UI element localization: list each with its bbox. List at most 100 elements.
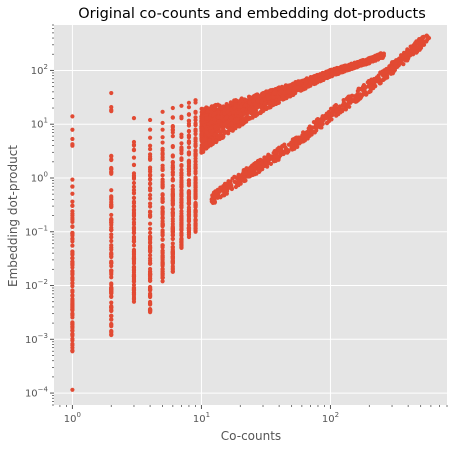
- data-point: [292, 146, 297, 151]
- data-point: [160, 193, 165, 198]
- data-point: [70, 252, 75, 257]
- data-point: [170, 178, 175, 183]
- data-point: [170, 198, 175, 203]
- data-point: [186, 194, 192, 199]
- data-point: [160, 140, 165, 145]
- data-point: [414, 50, 419, 55]
- data-point: [345, 64, 350, 70]
- data-point: [217, 136, 222, 142]
- data-point: [227, 185, 232, 190]
- data-point: [160, 275, 165, 280]
- data-point: [238, 122, 243, 127]
- data-point: [109, 294, 114, 299]
- data-point: [170, 169, 175, 175]
- data-point: [255, 99, 260, 104]
- data-point: [246, 110, 252, 115]
- y-tick-label: 100: [31, 170, 48, 184]
- data-point: [147, 235, 153, 240]
- data-point: [179, 239, 184, 244]
- data-point: [179, 227, 184, 232]
- y-tick-label: 10−4: [25, 386, 49, 400]
- data-point: [229, 121, 235, 126]
- data-point: [160, 272, 165, 277]
- data-point: [215, 115, 221, 120]
- data-point: [70, 343, 75, 348]
- data-point: [131, 243, 137, 248]
- data-point: [345, 103, 350, 108]
- data-point: [210, 128, 215, 134]
- data-point: [193, 144, 198, 149]
- data-point: [262, 157, 267, 162]
- data-point: [70, 320, 75, 326]
- data-point: [160, 262, 165, 267]
- data-point: [70, 177, 75, 182]
- data-point: [170, 105, 175, 111]
- data-point: [70, 284, 75, 289]
- data-point: [109, 282, 114, 288]
- data-point: [273, 101, 279, 107]
- plot-area: [54, 25, 447, 405]
- data-point: [397, 56, 402, 61]
- x-tick-label: 101: [193, 411, 210, 425]
- data-point: [233, 126, 238, 131]
- data-point: [131, 162, 137, 167]
- data-point: [276, 157, 281, 162]
- data-point: [354, 97, 359, 103]
- data-point: [238, 104, 243, 110]
- data-point: [340, 107, 345, 112]
- data-point: [204, 127, 209, 132]
- data-point: [70, 349, 75, 354]
- data-point: [332, 72, 337, 77]
- data-point: [251, 170, 257, 175]
- data-point: [147, 127, 153, 132]
- data-point: [328, 106, 334, 111]
- data-point: [70, 231, 75, 236]
- data-point: [170, 236, 175, 241]
- data-point: [179, 132, 184, 137]
- data-point: [325, 72, 330, 77]
- data-point: [160, 222, 165, 227]
- data-point: [193, 229, 198, 234]
- data-point: [411, 42, 416, 48]
- data-point: [320, 71, 325, 77]
- data-point: [286, 94, 292, 99]
- data-point: [179, 116, 184, 121]
- data-point: [131, 255, 137, 261]
- data-point: [147, 243, 153, 249]
- data-point: [186, 151, 192, 156]
- data-point: [131, 282, 137, 287]
- data-point: [199, 131, 204, 136]
- data-point: [202, 137, 207, 142]
- data-point: [277, 97, 282, 102]
- data-point: [131, 171, 137, 176]
- data-point: [170, 159, 175, 165]
- data-point: [186, 200, 192, 206]
- data-point: [131, 239, 137, 244]
- data-point: [367, 89, 372, 95]
- data-point: [204, 113, 209, 118]
- data-point: [216, 119, 221, 124]
- data-point: [170, 260, 175, 265]
- data-point: [131, 143, 137, 148]
- data-point: [186, 210, 192, 215]
- data-point: [160, 148, 165, 153]
- data-point: [70, 305, 75, 310]
- data-point: [179, 236, 184, 241]
- data-point: [256, 168, 261, 173]
- data-point: [341, 100, 346, 105]
- data-point: [233, 98, 238, 103]
- data-point: [179, 211, 184, 216]
- data-point: [193, 196, 198, 201]
- data-point: [160, 199, 165, 205]
- data-point: [250, 115, 255, 120]
- data-point: [241, 111, 247, 117]
- data-point: [214, 190, 219, 195]
- data-point: [160, 157, 165, 162]
- chart-title: Original co-counts and embedding dot-pro…: [78, 6, 426, 22]
- data-point: [233, 103, 238, 109]
- data-point: [179, 103, 184, 108]
- data-point: [131, 115, 137, 121]
- data-point: [426, 35, 432, 41]
- data-point: [147, 117, 153, 123]
- data-point: [160, 245, 165, 250]
